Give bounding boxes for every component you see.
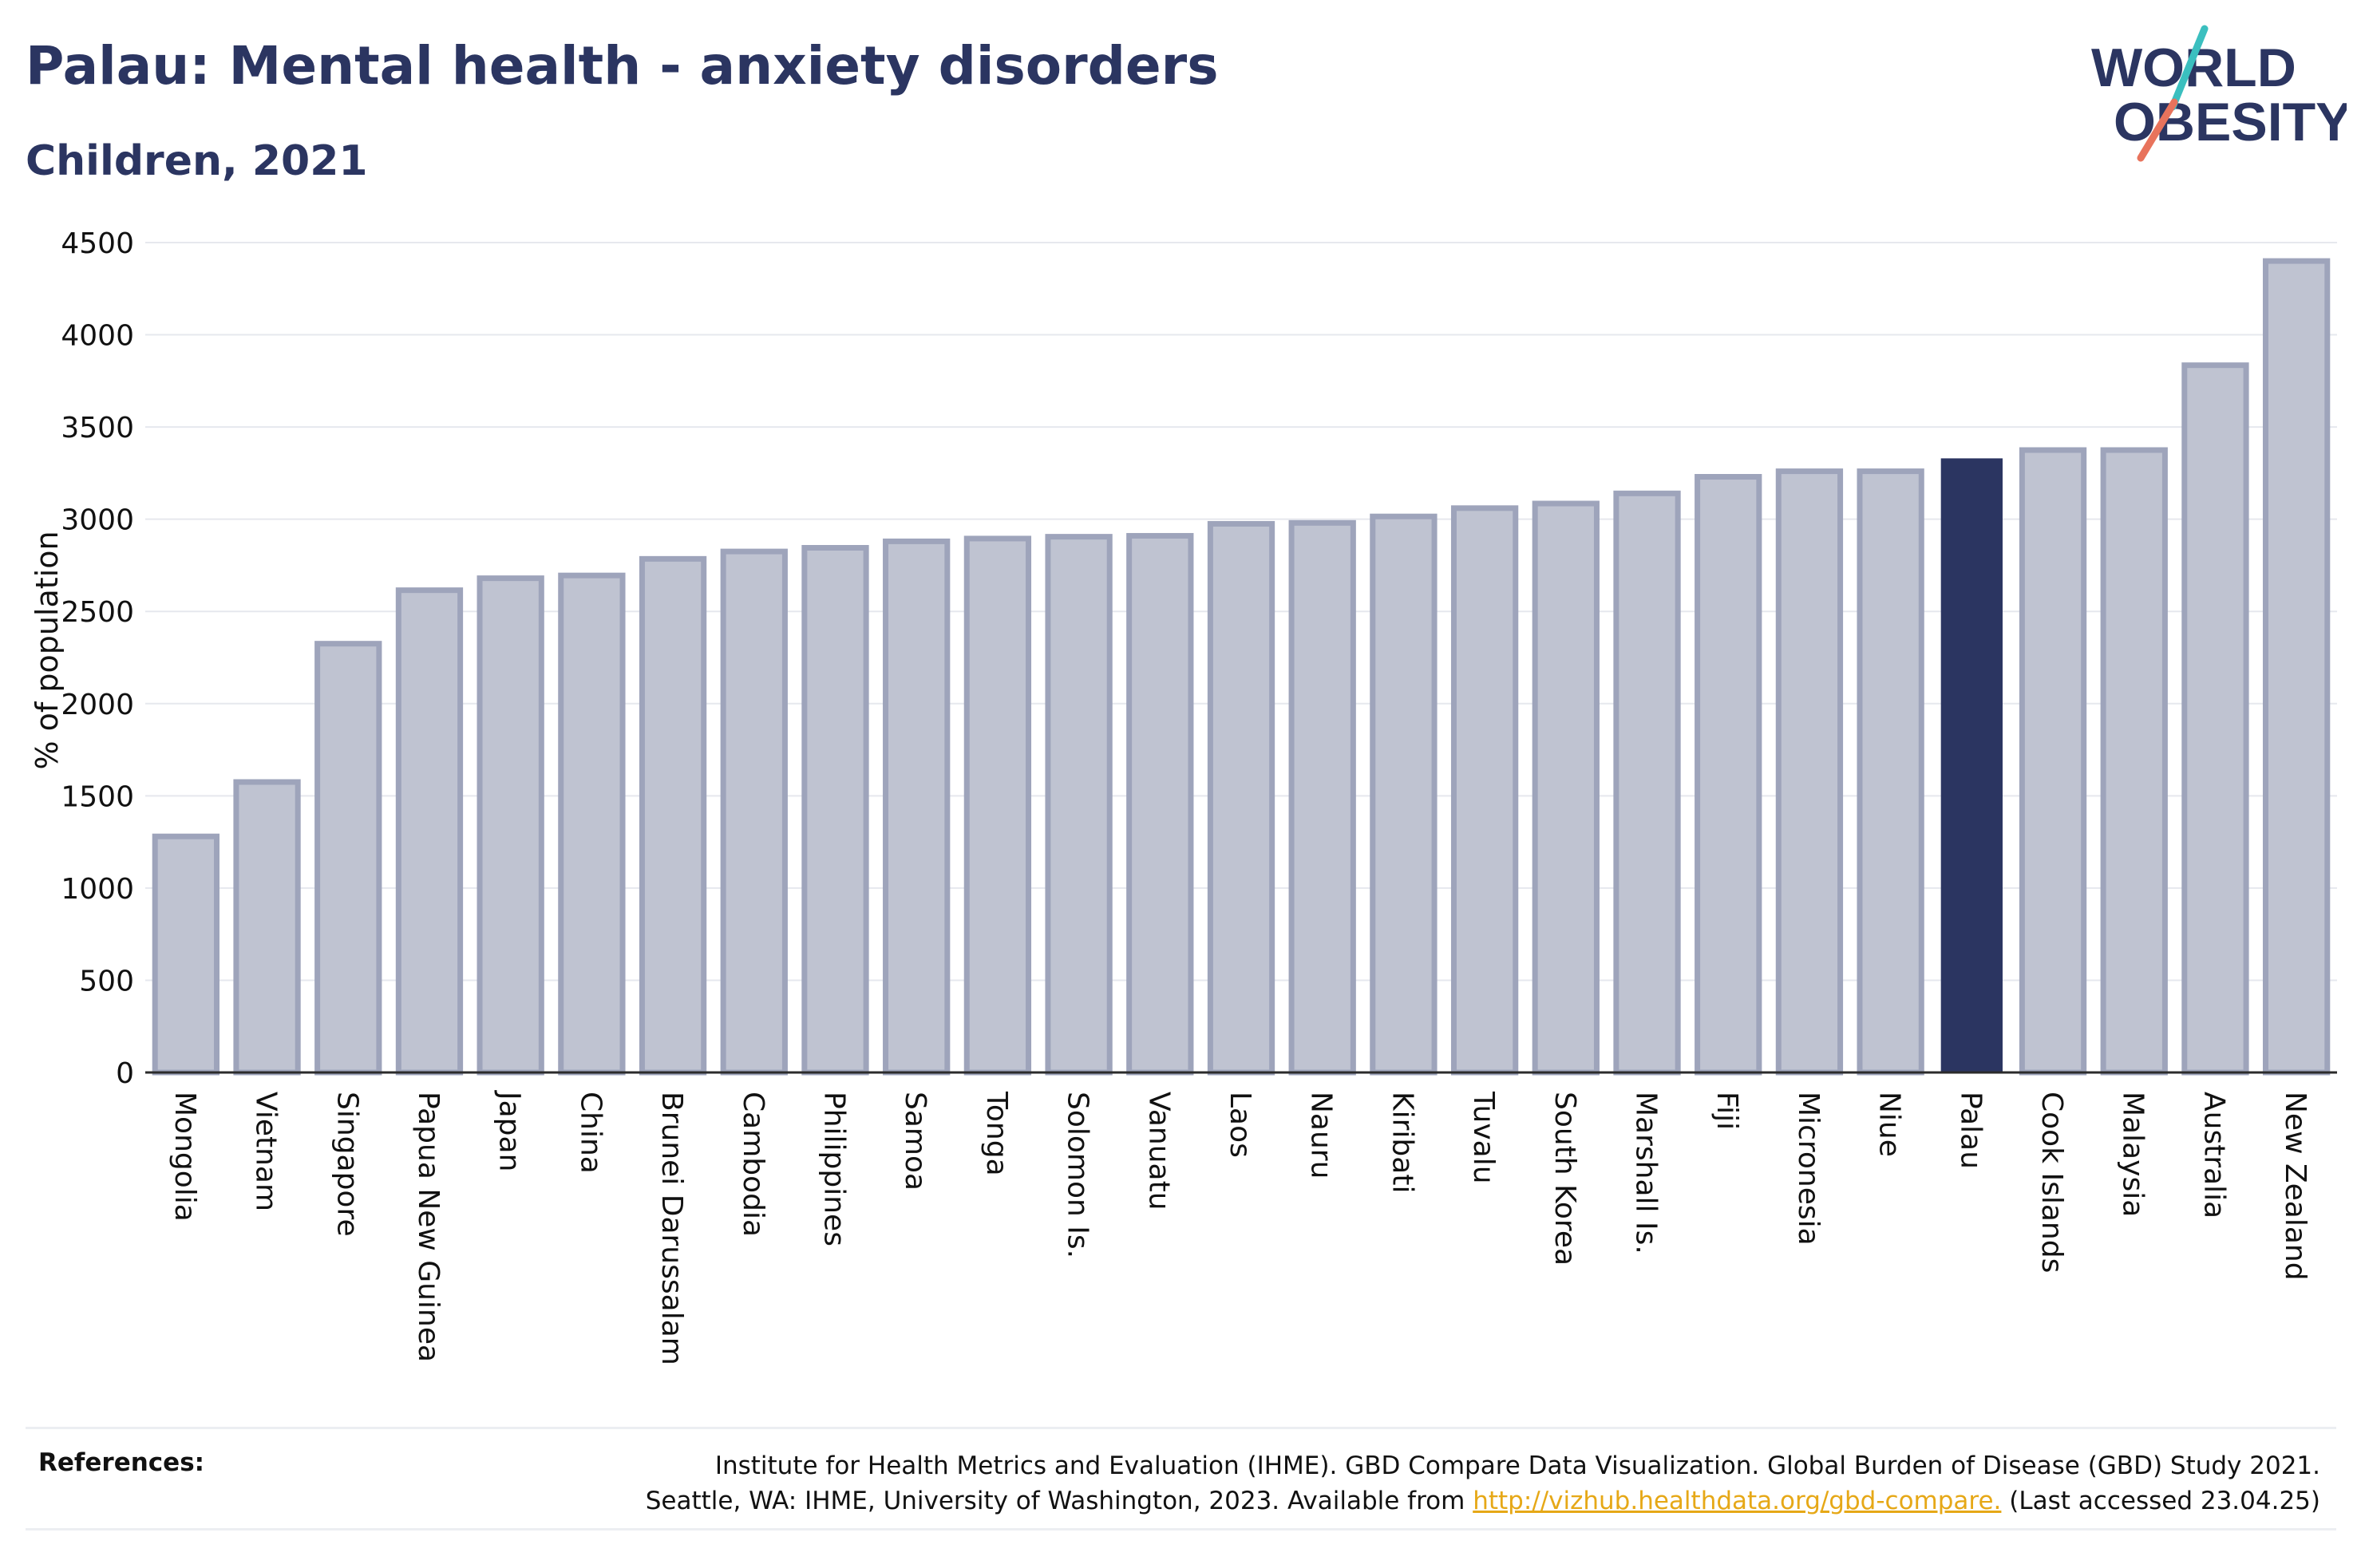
logo-slash-coral	[2137, 98, 2178, 162]
y-tick-label: 3000	[61, 504, 134, 537]
x-category-label: Japan	[493, 1090, 526, 1171]
y-axis-ticks: 0 500 1000 1500 2000 2500 3000 3500 4000 4500	[61, 227, 134, 1090]
y-tick-label: 4500	[61, 227, 134, 260]
x-category-label: Cook Islands	[2035, 1092, 2068, 1273]
x-category-label: Niue	[1873, 1092, 1906, 1157]
bar	[801, 544, 869, 1076]
y-tick-label: 4000	[61, 320, 134, 353]
x-category-label: Brunei Darussalam	[655, 1092, 688, 1365]
x-category-label: New Zealand	[2279, 1092, 2312, 1281]
bar	[2100, 447, 2168, 1076]
y-tick-label: 0	[116, 1057, 134, 1090]
references-line-2-suffix: (Last accessed 23.04.25)	[2009, 1487, 2320, 1515]
x-category-label: Cambodia	[737, 1092, 769, 1237]
y-tick-label: 1500	[61, 780, 134, 813]
y-tick-label: 2000	[61, 689, 134, 721]
x-category-label: Singapore	[330, 1092, 363, 1237]
x-category-label: Vanuatu	[1142, 1092, 1175, 1211]
bar	[558, 572, 626, 1076]
bar	[1450, 505, 1519, 1076]
y-tick-label: 500	[79, 965, 134, 997]
bar	[1857, 468, 1924, 1076]
x-category-label: Marshall Is.	[1630, 1092, 1663, 1254]
bar	[720, 548, 788, 1076]
y-tick-label: 2500	[61, 596, 134, 629]
bar	[233, 779, 301, 1076]
bar-highlighted	[1940, 458, 2003, 1072]
references-line-1: Institute for Health Metrics and Evaluat…	[714, 1451, 2320, 1480]
x-category-label: Australia	[2197, 1092, 2230, 1218]
bar	[2181, 362, 2249, 1076]
bar	[1370, 513, 1438, 1076]
bar	[1126, 532, 1194, 1076]
x-category-label: Nauru	[1305, 1092, 1338, 1179]
x-category-label: Solomon Is.	[1062, 1092, 1094, 1258]
bar	[1207, 520, 1275, 1076]
x-category-label: Philippines	[817, 1092, 850, 1246]
references-label: References:	[38, 1448, 205, 1477]
x-category-label: Papua New Guinea	[412, 1092, 445, 1362]
bar	[1045, 534, 1113, 1076]
x-category-label: Kiribati	[1386, 1092, 1418, 1193]
logo-slash-teal	[2169, 25, 2209, 111]
x-category-label: Tuvalu	[1467, 1091, 1500, 1184]
bar-chart: 0 500 1000 1500 2000 2500 3000 3500 4000 4500 Mon…	[30, 227, 2337, 1365]
x-category-label: Malaysia	[2117, 1092, 2149, 1217]
bar	[1695, 474, 1762, 1076]
x-category-label: Fiji	[1710, 1092, 1743, 1130]
x-category-label: Palau	[1954, 1092, 1987, 1169]
bar	[1288, 519, 1356, 1076]
x-category-label: Mongolia	[168, 1092, 201, 1222]
y-axis-label: % of population	[30, 531, 65, 769]
bar	[395, 587, 464, 1076]
chart-subtitle: Children, 2021	[26, 137, 368, 185]
x-category-label: Micronesia	[1792, 1092, 1825, 1246]
x-category-label: Samoa	[899, 1092, 931, 1191]
x-category-label: China	[574, 1092, 607, 1174]
bar	[963, 535, 1032, 1076]
bars	[152, 258, 2331, 1076]
bar	[152, 833, 219, 1076]
bar	[883, 538, 951, 1076]
bar	[1775, 468, 1844, 1076]
gbd-compare-link[interactable]: http://vizhub.healthdata.org/gbd-compare…	[1473, 1487, 2002, 1515]
references-line-2: Seattle, WA: IHME, University of Washing…	[646, 1483, 2320, 1519]
bar	[477, 575, 544, 1076]
y-tick-label: 3500	[61, 412, 134, 444]
x-category-label: South Korea	[1548, 1092, 1581, 1266]
x-category-label: Tonga	[980, 1091, 1013, 1176]
bar	[639, 555, 707, 1076]
y-tick-label: 1000	[61, 873, 134, 906]
references-line-2-prefix: Seattle, WA: IHME, University of Washing…	[645, 1487, 1465, 1515]
x-axis-category-labels: Mongolia Vietnam Singapore Papua New Guinea…	[168, 1090, 2312, 1365]
references-panel: References: Institute for Health Metrics…	[26, 1427, 2336, 1530]
bar	[1532, 500, 1600, 1076]
bar	[314, 641, 382, 1076]
x-category-label: Laos	[1224, 1092, 1256, 1158]
bar	[2263, 258, 2331, 1076]
references-text: Institute for Health Metrics and Evaluat…	[646, 1448, 2320, 1519]
x-category-label: Vietnam	[250, 1092, 283, 1211]
bar	[1613, 490, 1681, 1076]
world-obesity-logo: WORLD OBESITY	[2075, 22, 2352, 174]
chart-title: Palau: Mental health - anxiety disorders	[26, 35, 1219, 97]
bar	[2019, 447, 2087, 1076]
